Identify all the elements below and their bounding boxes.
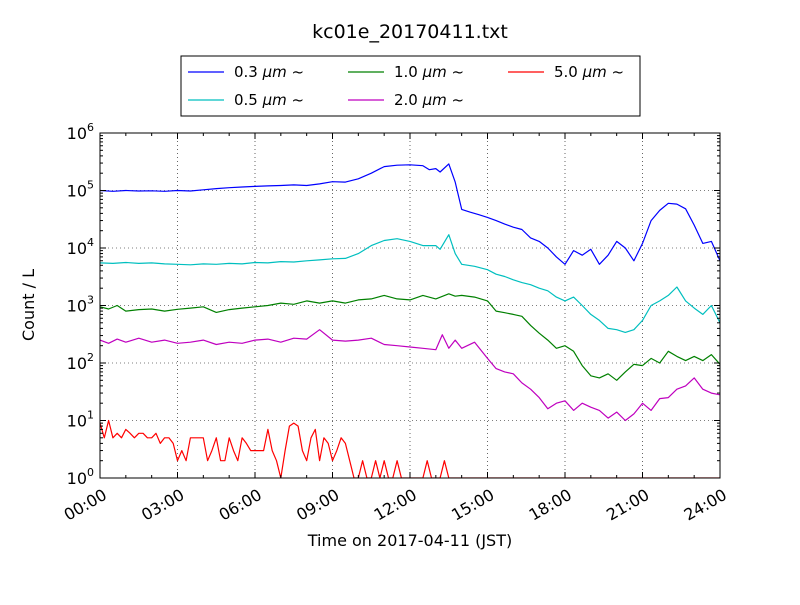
legend-entry: 5.0 μm ~	[554, 63, 624, 81]
y-tick-label: 105	[67, 179, 94, 201]
y-tick-label: 104	[67, 236, 94, 258]
series-layer	[100, 163, 720, 478]
series-line-2-0um	[100, 329, 720, 422]
y-tick-label: 106	[67, 121, 94, 143]
axis-ticks	[99, 132, 721, 479]
series-line-0-3um	[100, 163, 720, 265]
y-tick-labels: 100 101 102 103 104 105 106	[67, 121, 94, 488]
y-axis-label: Count / L	[19, 269, 38, 341]
x-axis-label: Time on 2017-04-11 (JST)	[307, 531, 512, 550]
series-line-5-0um	[100, 419, 720, 478]
legend-entry: 1.0 μm ~	[394, 63, 464, 81]
series-line-0-5um	[100, 234, 720, 333]
legend-entry: 2.0 μm ~	[394, 91, 464, 109]
legend: 0.3 μm ~ 0.5 μm ~ 1.0 μm ~ 2.0 μm ~ 5.0 μm ~	[180, 55, 641, 117]
y-tick-label: 100	[67, 466, 94, 488]
chart-title: kc01e_20170411.txt	[312, 21, 508, 43]
y-tick-label: 103	[67, 294, 94, 316]
legend-frame	[180, 55, 641, 117]
legend-entry: 0.5 μm ~	[234, 91, 304, 109]
legend-entry: 0.3 μm ~	[234, 63, 304, 81]
y-tick-label: 101	[67, 409, 94, 431]
series-line-1-0um	[100, 293, 720, 381]
y-tick-label: 102	[67, 351, 94, 373]
grid-lines	[100, 133, 720, 478]
